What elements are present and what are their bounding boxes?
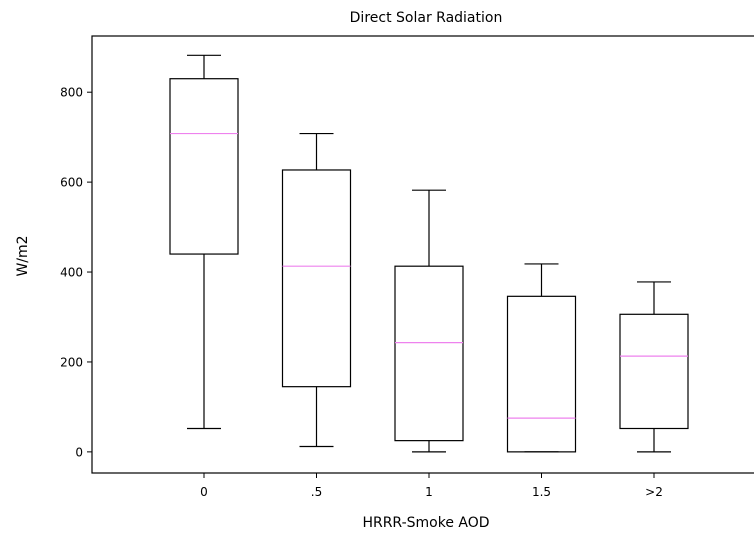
box-iqr [169,78,239,255]
box-3 [506,263,577,453]
boxes-group [169,54,689,453]
box-1 [281,132,352,448]
y-tick-label: 800 [60,86,83,100]
box-0 [169,54,239,430]
y-tick-label: 0 [75,445,83,459]
y-tick-label: 400 [60,266,83,280]
x-tick-label: 0 [200,485,208,499]
x-axis: 0 .5 1 1.5 >2 [200,473,663,499]
y-tick-label: 600 [60,176,83,190]
box-iqr [394,265,464,442]
box-2 [394,189,464,453]
x-axis-label: HRRR-Smoke AOD [362,515,489,531]
box-4 [619,281,689,453]
chart-title: Direct Solar Radiation [350,10,503,26]
box-iqr [506,295,577,453]
box-iqr [619,313,689,430]
x-tick-label: 1.5 [532,485,551,499]
plot-area [91,35,754,474]
box-iqr [281,169,352,388]
x-tick-label: >2 [645,485,663,499]
x-tick-label: 1 [425,485,433,499]
y-axis: 0 200 400 600 800 [60,86,92,459]
y-tick-label: 200 [60,355,83,369]
x-tick-label: .5 [311,485,322,499]
y-axis-label: W/m2 [15,235,31,276]
